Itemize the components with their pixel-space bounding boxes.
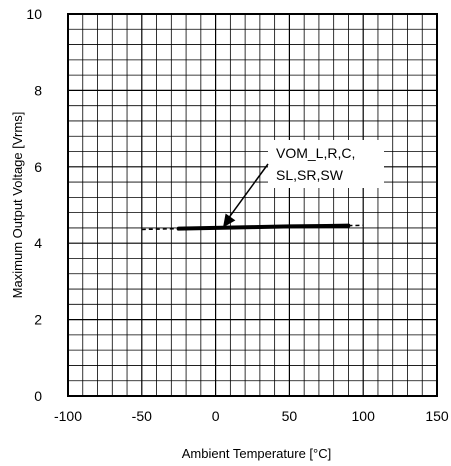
- extrapolated-lines: [141, 224, 364, 231]
- y-tick-label: 0: [34, 388, 42, 404]
- annotation-label: VOM_L,R,C,: [276, 145, 355, 161]
- x-tick-label: -50: [132, 408, 152, 424]
- y-tick-label: 8: [34, 82, 42, 98]
- series-line: [176, 223, 351, 231]
- minor-grid: [68, 14, 437, 396]
- x-tick-label: 150: [425, 408, 449, 424]
- annotation-box: [268, 140, 384, 188]
- x-tick-label: 100: [352, 408, 376, 424]
- annotation-arrow-line: [228, 163, 269, 218]
- extrapolated-segment: [141, 227, 179, 231]
- x-tick-labels: -100 -50 0 50 100 150: [54, 408, 449, 424]
- major-grid: [68, 14, 437, 396]
- annotation: VOM_L,R,C, SL,SR,SW: [222, 140, 384, 228]
- x-tick-label: -100: [54, 408, 82, 424]
- y-tick-label: 4: [34, 235, 42, 251]
- y-axis-title: Maximum Output Voltage [Vrms]: [10, 112, 25, 299]
- x-tick-label: 0: [212, 408, 220, 424]
- y-tick-label: 2: [34, 312, 42, 328]
- x-axis-title: Ambient Temperature [°C]: [182, 446, 331, 461]
- plot-frame: [67, 13, 438, 397]
- series-lines: [176, 223, 351, 231]
- y-tick-label: 10: [26, 6, 42, 22]
- annotation-label: SL,SR,SW: [276, 167, 344, 183]
- y-tick-label: 6: [34, 159, 42, 175]
- y-tick-labels: 0 2 4 6 8 10: [26, 6, 42, 404]
- x-tick-label: 50: [282, 408, 298, 424]
- annotation-arrowhead: [222, 213, 236, 228]
